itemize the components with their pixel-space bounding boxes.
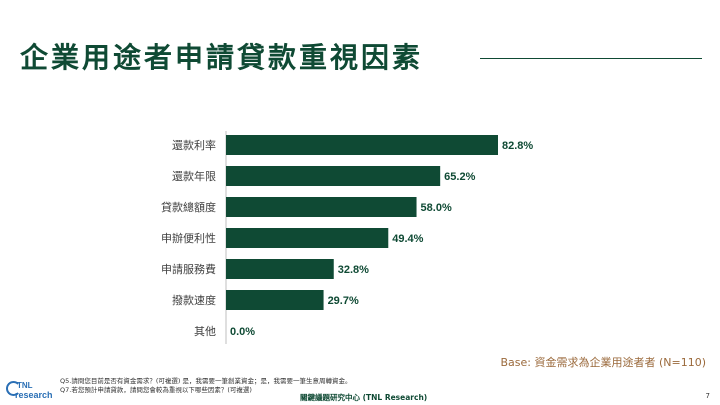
survey-notes: Q5.請問您目前是否有資金需求？(可複選) 是，我需要一筆創業資金；是，我需要一… [60,377,351,395]
bar [226,290,324,310]
data-label: 0.0% [230,326,255,338]
bar [226,166,441,186]
category-label: 申請服務費 [161,262,216,276]
page-number: 7 [705,392,710,400]
data-label: 82.8% [502,140,533,152]
bar [226,259,334,279]
category-label: 撥款速度 [172,293,216,307]
data-label: 49.4% [392,233,423,245]
category-label: 其他 [194,325,216,338]
data-label: 29.7% [328,295,359,307]
bar [226,135,498,155]
footer-source: 關鍵議題研究中心 (TNL Research) [300,393,428,402]
category-label: 申辦便利性 [161,231,216,245]
base-note: Base: 資金需求為企業用途者者 (N=110) [500,356,706,369]
title-rule [480,58,702,59]
note-q7: Q7.若您預計申請貸款，請問您會較為重視以下哪些因素？(可複選) [60,386,252,394]
data-label: 58.0% [421,202,452,214]
logo-circle-icon [6,381,21,396]
tnl-logo: TNL research [6,381,53,401]
data-label: 65.2% [444,171,475,183]
logo-line1: TNL [17,381,33,390]
bar [226,197,417,217]
category-label: 還款年限 [172,169,216,183]
note-q5: Q5.請問您目前是否有資金需求？(可複選) 是，我需要一筆創業資金；是，我需要一… [60,377,352,385]
category-label: 貸款總額度 [161,200,216,214]
data-label: 32.8% [338,264,369,276]
page-title: 企業用途者申請貸款重視因素 [20,41,424,74]
logo-line2: research [15,390,53,400]
category-label: 還款利率 [172,138,216,152]
bar [226,228,389,248]
